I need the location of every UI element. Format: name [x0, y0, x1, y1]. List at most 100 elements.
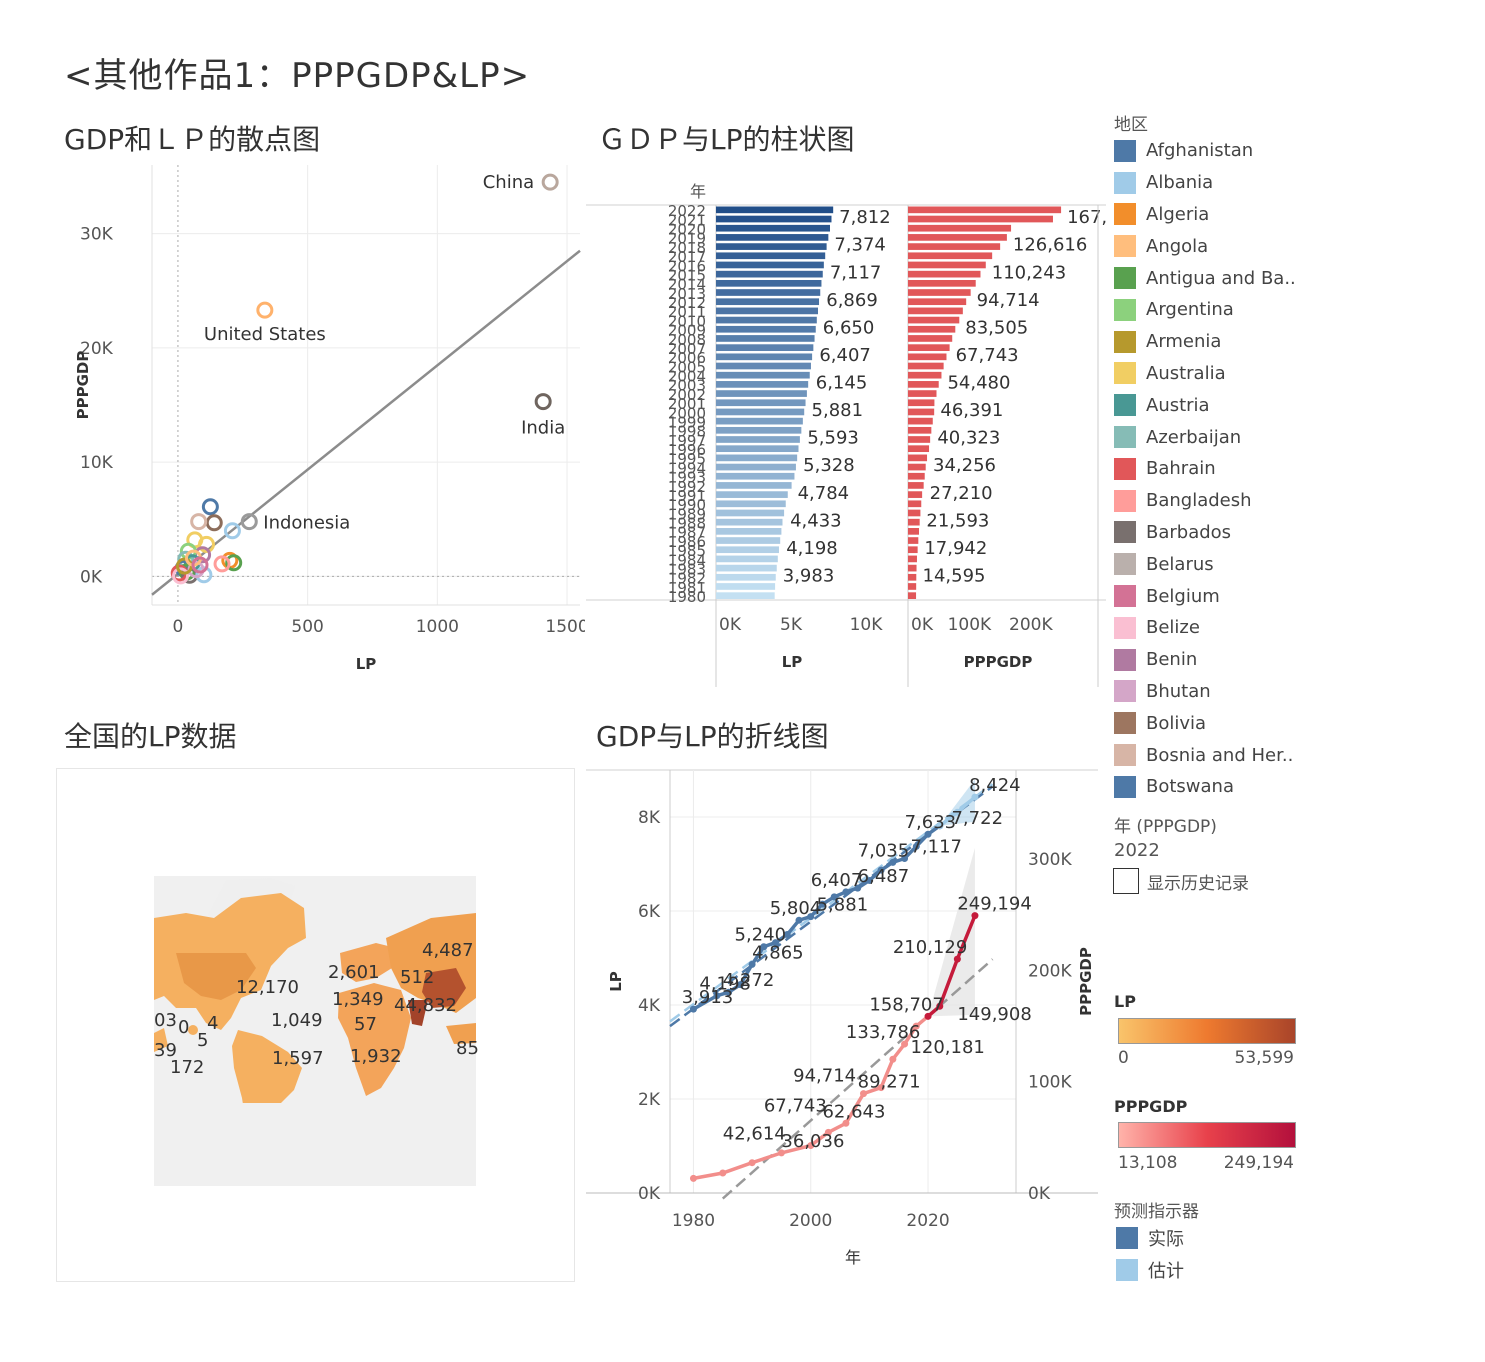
legend-item[interactable]: Bhutan	[1114, 676, 1314, 708]
bar[interactable]	[908, 454, 928, 462]
bar[interactable]	[908, 335, 953, 342]
line-point[interactable]	[860, 1090, 868, 1098]
bar[interactable]	[716, 362, 811, 370]
bar[interactable]	[908, 445, 930, 453]
line-point[interactable]	[807, 1142, 815, 1150]
bar-chart[interactable]: 年202220212020201920182017201620152014201…	[586, 175, 1106, 690]
scatter-point[interactable]	[201, 498, 219, 516]
line-point[interactable]	[854, 884, 862, 892]
bar[interactable]	[908, 472, 925, 480]
bar[interactable]	[908, 537, 919, 544]
forecast-legend-item[interactable]: 实际	[1116, 1222, 1296, 1254]
bar[interactable]	[716, 592, 775, 599]
line-point[interactable]	[953, 955, 961, 963]
line-point[interactable]	[713, 992, 721, 1000]
legend-item[interactable]: Bangladesh	[1114, 485, 1314, 517]
legend-item[interactable]: Afghanistan	[1114, 135, 1314, 167]
bar[interactable]	[716, 546, 779, 554]
scatter-point-labeled[interactable]	[240, 513, 258, 531]
bar[interactable]	[908, 234, 1007, 241]
bar[interactable]	[716, 344, 814, 351]
bar[interactable]	[716, 573, 776, 581]
scatter-point[interactable]	[205, 514, 223, 532]
bar[interactable]	[908, 509, 921, 517]
line-point[interactable]	[818, 900, 826, 908]
bar[interactable]	[908, 500, 922, 508]
bar[interactable]	[908, 528, 920, 535]
line-point[interactable]	[689, 1174, 697, 1182]
bar[interactable]	[908, 546, 918, 554]
bar[interactable]	[908, 463, 926, 471]
bar[interactable]	[716, 252, 826, 260]
bar[interactable]	[716, 445, 799, 453]
bar[interactable]	[908, 362, 944, 370]
bar[interactable]	[908, 261, 986, 269]
bar[interactable]	[716, 555, 778, 563]
bar[interactable]	[908, 279, 976, 287]
bar[interactable]	[908, 592, 917, 599]
legend-item[interactable]: Antigua and Ba..	[1114, 262, 1314, 294]
scatter-point[interactable]	[172, 567, 190, 585]
bar[interactable]	[716, 463, 796, 471]
line-point[interactable]	[877, 1084, 885, 1092]
line-point[interactable]	[689, 1005, 697, 1013]
world-map[interactable]: 4,487 2,601 512 12,170 1,349 44,832 03 0…	[56, 768, 576, 1283]
bar[interactable]	[716, 417, 803, 425]
bar[interactable]	[908, 325, 956, 333]
line-point[interactable]	[830, 893, 838, 901]
bar[interactable]	[716, 307, 818, 315]
bar[interactable]	[716, 528, 782, 535]
bar[interactable]	[716, 472, 795, 480]
line-point[interactable]	[795, 916, 803, 924]
bar[interactable]	[908, 436, 931, 443]
bar[interactable]	[716, 583, 776, 590]
bar[interactable]	[908, 555, 917, 563]
bar[interactable]	[908, 371, 942, 379]
line-point[interactable]	[772, 939, 780, 947]
legend-item[interactable]: Bolivia	[1114, 707, 1314, 739]
line-point[interactable]	[889, 1055, 897, 1063]
line-point[interactable]	[807, 913, 815, 921]
bar[interactable]	[716, 270, 823, 278]
line-point[interactable]	[783, 931, 791, 938]
line-point[interactable]	[748, 960, 756, 968]
bar[interactable]	[908, 206, 1062, 214]
legend-item[interactable]: Belize	[1114, 612, 1314, 644]
bar[interactable]	[716, 518, 783, 526]
legend-item[interactable]: Algeria	[1114, 199, 1314, 231]
bar[interactable]	[716, 289, 821, 296]
bar[interactable]	[716, 454, 798, 462]
legend-item[interactable]: Botswana	[1114, 771, 1314, 803]
bar[interactable]	[716, 206, 834, 214]
bar[interactable]	[908, 252, 993, 260]
bar[interactable]	[716, 482, 792, 489]
scatter-point-labeled[interactable]	[534, 393, 552, 411]
legend-item[interactable]: Australia	[1114, 358, 1314, 390]
line-point[interactable]	[912, 1022, 920, 1030]
line-point[interactable]	[912, 842, 920, 850]
scatter-point[interactable]	[190, 513, 208, 531]
line-point[interactable]	[760, 943, 768, 951]
line-point[interactable]	[889, 858, 897, 866]
bar[interactable]	[716, 335, 815, 342]
legend-item[interactable]: Belgium	[1114, 580, 1314, 612]
line-point[interactable]	[953, 808, 961, 816]
legend-item[interactable]: Belarus	[1114, 548, 1314, 580]
bar[interactable]	[908, 491, 923, 498]
bar[interactable]	[716, 399, 806, 407]
scatter-point-labeled[interactable]	[256, 301, 274, 319]
scatter-chart[interactable]: 0 500 1000 1500 0K 10K 20K 30K LP PPPGDP China Unit…	[60, 165, 585, 685]
legend-item[interactable]: Angola	[1114, 230, 1314, 262]
legend-item[interactable]: Argentina	[1114, 294, 1314, 326]
bar[interactable]	[716, 564, 777, 572]
bar[interactable]	[908, 583, 917, 590]
legend-item[interactable]: Bosnia and Her..	[1114, 739, 1314, 771]
line-point[interactable]	[971, 793, 979, 801]
show-history-checkbox[interactable]	[1113, 868, 1139, 894]
bar[interactable]	[908, 573, 917, 581]
line-point[interactable]	[865, 876, 873, 884]
legend-item[interactable]: Bahrain	[1114, 453, 1314, 485]
line-chart[interactable]: 0K 2K 4K 6K 8K 0K 100K 200K 300K 1980 2000 2020 年 LP P…	[586, 765, 1106, 1275]
legend-item[interactable]: Barbados	[1114, 517, 1314, 549]
scatter-point-labeled[interactable]	[541, 173, 559, 191]
